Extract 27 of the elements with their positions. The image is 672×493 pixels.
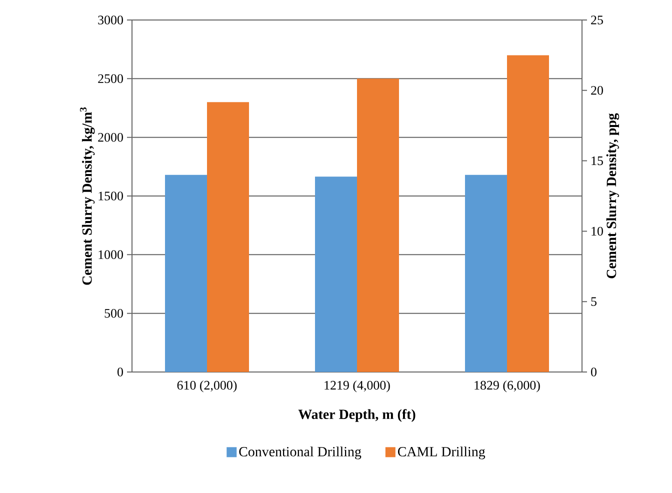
x-tick-label: 1829 (6,000): [474, 380, 540, 392]
bar: [465, 174, 507, 372]
y2-axis-title: Cement Slurry Density, ppg: [606, 113, 620, 278]
y-tick-label: 1500: [98, 192, 123, 200]
y2-tick-label: 25: [591, 16, 603, 24]
bar: [207, 102, 249, 372]
legend-label: Conventional Drilling: [239, 446, 362, 460]
y2-tick-label: 5: [591, 297, 596, 306]
legend-label: CAML Drilling: [398, 446, 486, 460]
y-tick-label: 2000: [98, 132, 123, 142]
bar: [315, 176, 357, 372]
y-tick-label: 2500: [98, 74, 123, 84]
x-tick-label: 610 (2,000): [177, 380, 237, 392]
bar: [507, 55, 549, 372]
x-axis-title: Water Depth, m (ft): [298, 409, 416, 422]
y-tick-label: 0: [118, 368, 123, 376]
y-tick-label: 500: [104, 308, 123, 318]
bar: [357, 78, 399, 372]
y2-tick-label: 10: [592, 226, 603, 236]
bar: [165, 174, 207, 372]
x-tick-label: 1219 (4,000): [324, 380, 390, 392]
y2-tick-label: 20: [591, 86, 603, 95]
y-axis-title: Cement Slurry Density, kg/m$^{3}$: [80, 107, 95, 285]
y-tick-label: 1000: [98, 250, 123, 260]
y2-tick-label: 15: [592, 156, 603, 166]
y2-tick-label: 0: [591, 368, 597, 376]
y-tick-label: 3000: [98, 16, 123, 24]
